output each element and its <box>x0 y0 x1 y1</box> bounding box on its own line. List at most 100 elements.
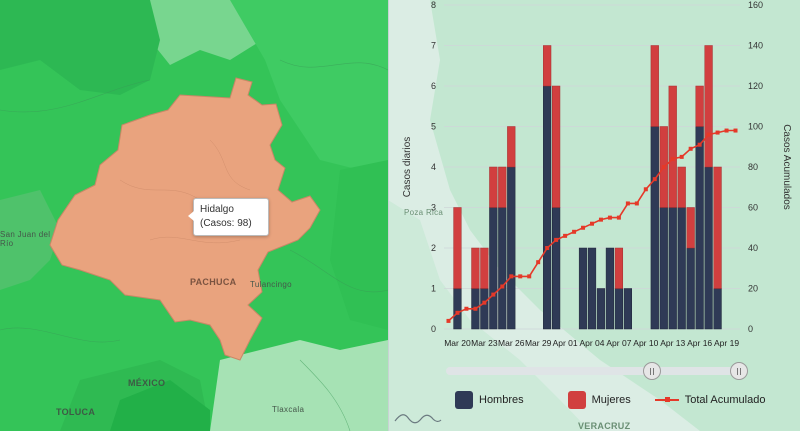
y2-tick-label: 80 <box>748 162 758 172</box>
point-total-acumulado <box>652 177 657 182</box>
point-total-acumulado <box>527 274 532 279</box>
y-tick-label: 2 <box>431 243 436 253</box>
point-total-acumulado <box>581 225 586 230</box>
y2-tick-label: 20 <box>748 284 758 294</box>
point-total-acumulado <box>473 306 478 311</box>
bar-hombres <box>605 247 615 330</box>
bar-mujeres <box>704 45 713 168</box>
bar-hombres <box>596 288 606 330</box>
region-east-strip <box>330 160 388 330</box>
point-total-acumulado <box>625 201 630 206</box>
y-tick-label: 5 <box>431 122 436 132</box>
y2-tick-label: 140 <box>748 41 763 51</box>
point-total-acumulado <box>724 128 729 133</box>
bar-hombres <box>623 288 632 330</box>
y2-tick-label: 160 <box>748 0 763 10</box>
point-total-acumulado <box>598 217 603 222</box>
point-total-acumulado <box>491 292 496 297</box>
bar-mujeres <box>695 85 704 127</box>
point-total-acumulado <box>536 260 541 265</box>
legend-swatch-total <box>654 395 679 405</box>
bar-hombres <box>587 247 597 330</box>
y2-tick-label: 0 <box>748 324 753 334</box>
slider-handle-left[interactable] <box>643 362 661 380</box>
region-northwest <box>0 0 160 95</box>
point-total-acumulado <box>509 274 514 279</box>
point-total-acumulado <box>688 146 693 151</box>
map-label-pachuca: PACHUCA <box>190 277 237 287</box>
bar-hombres <box>480 288 489 330</box>
slider-handle-right[interactable] <box>730 362 748 380</box>
bar-hombres <box>704 166 713 330</box>
y2-tick-label: 40 <box>748 243 758 253</box>
legend-label-mujeres: Mujeres <box>591 394 631 406</box>
point-total-acumulado <box>616 215 621 220</box>
x-tick-label: Apr 10 <box>633 338 658 348</box>
legend-swatch-mujeres <box>567 391 586 409</box>
region-north-light <box>150 0 262 65</box>
legend-item-total[interactable]: Total Acumulado <box>654 394 766 406</box>
map-label-toluca: TOLUCA <box>56 407 96 417</box>
legend-label-hombres: Hombres <box>479 394 524 406</box>
region-east-light <box>230 0 388 180</box>
tooltip-title: Hidalgo <box>200 204 234 215</box>
y-tick-label: 4 <box>431 162 436 172</box>
bar-mujeres <box>650 45 659 127</box>
chart-legend: Hombres Mujeres Total Acumulado <box>455 389 781 411</box>
date-range-slider[interactable] <box>446 362 748 380</box>
hidalgo-region[interactable] <box>49 77 321 361</box>
point-total-acumulado <box>634 201 639 206</box>
x-tick-label: Apr 07 <box>606 338 631 348</box>
bar-mujeres <box>713 166 722 289</box>
point-total-acumulado <box>455 310 460 315</box>
bar-hombres <box>543 85 552 330</box>
tooltip-cases: (Casos: 98) <box>200 218 252 229</box>
bar-mujeres <box>686 207 695 249</box>
bar-hombres <box>489 207 498 330</box>
bar-mujeres <box>543 45 552 87</box>
y-axis-label: Casos diarios <box>402 137 413 198</box>
slider-track[interactable] <box>446 367 748 375</box>
point-total-acumulado <box>563 233 568 238</box>
map-tooltip: Hidalgo (Casos: 98) <box>188 198 269 236</box>
map-label-tlaxcala: Tlaxcala <box>272 405 305 414</box>
bar-hombres <box>578 247 588 330</box>
point-total-acumulado <box>679 154 684 159</box>
point-total-acumulado <box>482 300 487 305</box>
point-total-acumulado <box>518 274 523 279</box>
bar-hombres <box>659 207 668 330</box>
x-tick-label: Apr 19 <box>714 338 739 348</box>
y2-tick-label: 120 <box>748 81 763 91</box>
y2-tick-label: 60 <box>748 203 758 213</box>
x-tick-label: Apr 01 <box>553 338 578 348</box>
bar-hombres <box>668 207 677 330</box>
point-total-acumulado <box>572 229 577 234</box>
x-tick-label: Mar 23 <box>471 338 498 348</box>
bar-hombres <box>453 288 462 330</box>
legend-item-hombres[interactable]: Hombres <box>455 391 524 409</box>
y2-axis-label: Casos Acumulados <box>781 124 792 210</box>
region-borders <box>0 59 389 431</box>
bar-hombres <box>552 207 561 330</box>
x-tick-label: Apr 13 <box>660 338 685 348</box>
bar-mujeres <box>453 207 462 289</box>
y-tick-label: 7 <box>431 41 436 51</box>
point-total-acumulado <box>545 246 550 250</box>
x-tick-label: Mar 29 <box>525 338 552 348</box>
x-tick-label: Apr 16 <box>687 338 712 348</box>
bar-hombres <box>650 126 659 330</box>
bar-mujeres <box>498 166 507 208</box>
bar-mujeres <box>480 247 489 289</box>
point-total-acumulado <box>446 318 451 323</box>
bar-mujeres <box>507 126 516 168</box>
sparkline-icon <box>394 414 442 424</box>
y-tick-label: 8 <box>431 0 436 10</box>
legend-item-mujeres[interactable]: Mujeres <box>567 391 631 409</box>
region-west <box>0 190 60 290</box>
point-total-acumulado <box>554 237 559 242</box>
legend-label-total: Total Acumulado <box>684 394 766 406</box>
bar-mujeres <box>614 247 624 289</box>
y2-tick-label: 100 <box>748 122 763 132</box>
bar-mujeres <box>668 85 677 208</box>
